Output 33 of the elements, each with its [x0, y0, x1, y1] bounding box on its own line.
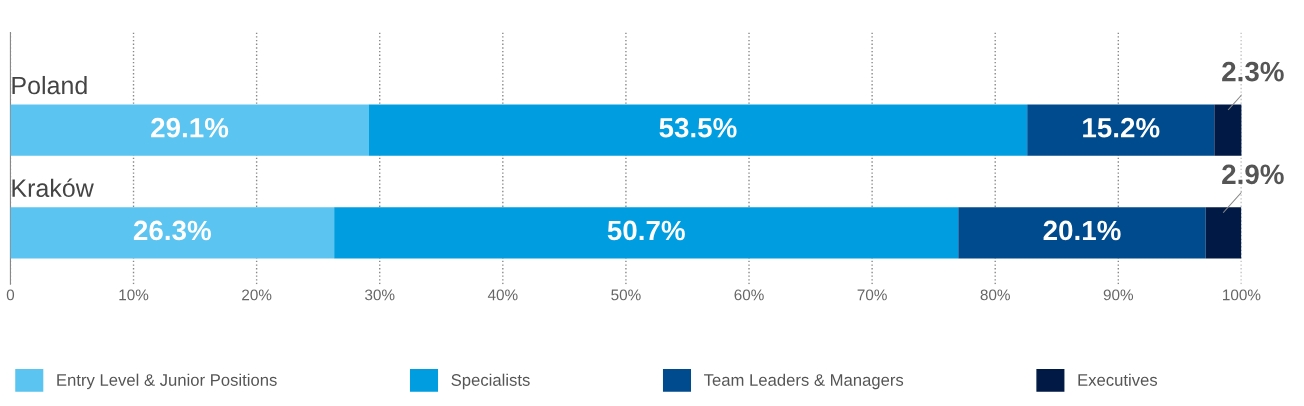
x-tick-label: 90% [1103, 289, 1134, 301]
data-label: 29.1% [151, 117, 229, 138]
bar [10, 104, 369, 156]
data-label: 2.9% [1222, 164, 1284, 185]
x-tick-label: 50% [611, 289, 641, 301]
x-tick-label: 10% [119, 289, 149, 301]
x-tick-label: 0 [6, 289, 15, 301]
legend-label: Team Leaders & Managers [704, 373, 904, 390]
x-tick-label: 100% [1223, 289, 1261, 301]
x-tick-label: 60% [734, 289, 764, 301]
x-tick-label: 20% [242, 289, 272, 301]
data-label: 20.1% [1043, 220, 1121, 241]
data-label: 50.7% [607, 220, 685, 241]
bar [958, 207, 1206, 259]
bar [1214, 104, 1242, 156]
y-tick-label: Poland [12, 75, 87, 95]
bar [334, 207, 959, 259]
bar [1205, 207, 1242, 259]
bar [10, 207, 335, 259]
bar [1027, 104, 1215, 156]
x-tick-label: 80% [980, 289, 1010, 301]
x-tick-label: 30% [365, 289, 395, 301]
bar [368, 104, 1028, 156]
legend-label: Entry Level & Junior Positions [57, 373, 277, 390]
legend-label: Executives [1078, 373, 1158, 386]
x-tick-label: 40% [487, 289, 518, 301]
data-label: 53.5% [659, 117, 737, 138]
data-label: 15.2% [1083, 117, 1160, 138]
data-label: 26.3% [133, 220, 211, 241]
data-label: 2.3% [1222, 61, 1284, 82]
y-tick-label: Kraków [12, 178, 94, 198]
x-tick-label: 70% [857, 289, 887, 301]
legend-label: Specialists [451, 373, 530, 390]
